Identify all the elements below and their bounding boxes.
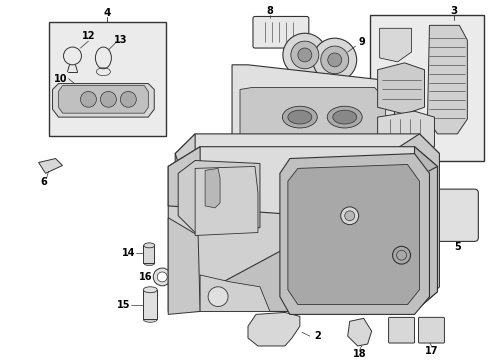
Polygon shape (247, 312, 299, 346)
Polygon shape (168, 166, 437, 311)
Circle shape (290, 41, 318, 69)
Polygon shape (195, 166, 258, 235)
Polygon shape (39, 158, 62, 173)
Circle shape (340, 207, 358, 225)
Text: 5: 5 (453, 242, 460, 252)
Polygon shape (414, 147, 437, 311)
Polygon shape (175, 134, 195, 306)
Circle shape (120, 91, 136, 107)
FancyBboxPatch shape (435, 189, 477, 242)
Text: 15: 15 (117, 300, 130, 310)
Ellipse shape (143, 261, 154, 266)
Circle shape (153, 268, 171, 286)
Text: 12: 12 (412, 244, 426, 254)
Circle shape (344, 211, 354, 221)
Polygon shape (240, 87, 385, 147)
Polygon shape (427, 25, 467, 134)
Bar (369, 15, 483, 162)
Text: 13: 13 (113, 35, 127, 45)
Polygon shape (279, 154, 428, 314)
Text: 4: 4 (103, 8, 111, 18)
FancyBboxPatch shape (418, 318, 444, 343)
Text: 14: 14 (122, 248, 135, 258)
Polygon shape (59, 86, 148, 113)
Text: 16: 16 (139, 272, 152, 282)
Polygon shape (200, 275, 269, 311)
Polygon shape (377, 111, 433, 154)
Circle shape (100, 91, 116, 107)
Polygon shape (168, 147, 437, 223)
Text: 3: 3 (450, 5, 457, 15)
Circle shape (320, 46, 348, 74)
Bar (48, 22, 166, 136)
Text: 6: 6 (40, 177, 47, 187)
FancyBboxPatch shape (388, 318, 414, 343)
Text: 10: 10 (54, 74, 67, 84)
Text: 18: 18 (352, 349, 366, 359)
Text: 7: 7 (218, 134, 225, 144)
Ellipse shape (143, 243, 154, 248)
Ellipse shape (326, 106, 362, 128)
Ellipse shape (287, 110, 311, 124)
Polygon shape (175, 134, 439, 213)
Polygon shape (168, 147, 200, 223)
Bar (143, 246, 154, 263)
Polygon shape (377, 63, 424, 114)
Ellipse shape (143, 316, 157, 322)
Polygon shape (204, 168, 220, 208)
Polygon shape (168, 206, 414, 311)
Text: 1: 1 (281, 136, 288, 146)
Circle shape (81, 91, 96, 107)
Polygon shape (195, 213, 419, 306)
Circle shape (157, 272, 167, 282)
Text: 9: 9 (358, 37, 365, 47)
Circle shape (208, 287, 227, 306)
Polygon shape (399, 134, 439, 306)
Circle shape (327, 53, 341, 67)
Ellipse shape (143, 287, 157, 293)
Polygon shape (232, 65, 394, 154)
Circle shape (283, 33, 326, 77)
Text: 11: 11 (362, 208, 376, 218)
Ellipse shape (332, 110, 356, 124)
Text: 17: 17 (424, 346, 437, 356)
Polygon shape (287, 165, 419, 305)
Circle shape (312, 38, 356, 82)
Ellipse shape (282, 106, 317, 128)
Polygon shape (52, 84, 154, 117)
Text: 12: 12 (81, 31, 95, 41)
Bar (143, 290, 157, 319)
Text: 2: 2 (314, 331, 321, 341)
Polygon shape (347, 318, 371, 346)
Text: 13: 13 (417, 260, 430, 270)
FancyBboxPatch shape (252, 17, 308, 48)
Circle shape (297, 48, 311, 62)
Polygon shape (168, 218, 200, 314)
Polygon shape (178, 161, 260, 233)
Text: 8: 8 (266, 5, 273, 15)
Polygon shape (379, 28, 411, 62)
